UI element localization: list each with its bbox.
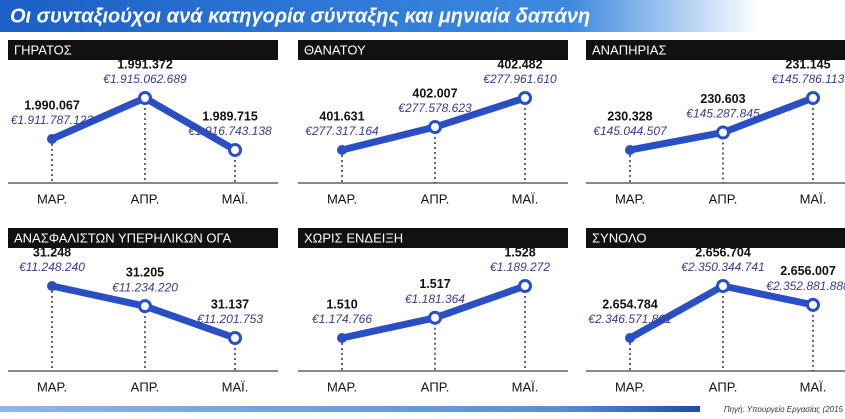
spending-label: €1.911.787.123	[11, 113, 94, 127]
panel-header	[586, 40, 845, 60]
point	[138, 91, 152, 105]
x-tick-label: ΜΑΪ.	[222, 379, 249, 394]
value-label: 1.517	[419, 277, 450, 291]
panel-header	[586, 228, 845, 248]
spending-label: €11.201.753	[197, 312, 263, 326]
point	[47, 281, 57, 291]
value-label: 2.654.784	[602, 297, 658, 311]
x-tick-label: ΑΠΡ.	[709, 191, 738, 206]
panel-title: ΣΥΝΟΛΟ	[592, 230, 647, 245]
spending-label: €277.961.610	[483, 72, 557, 86]
point	[625, 145, 635, 155]
spending-label: €1.189.272	[490, 260, 550, 274]
value-label: 31.248	[33, 245, 71, 259]
spending-label: €277.578.623	[398, 101, 472, 115]
point	[806, 297, 820, 312]
point	[337, 145, 347, 155]
value-label: 2.656.704	[695, 245, 751, 259]
point	[228, 331, 242, 345]
point	[518, 91, 532, 105]
value-label: 230.603	[700, 92, 745, 106]
x-tick-label: ΜΑΡ.	[37, 379, 67, 394]
x-tick-label: ΑΠΡ.	[709, 379, 738, 394]
x-tick-label: ΑΠΡ.	[421, 191, 450, 206]
spending-label: €1.915.062.689	[103, 72, 187, 86]
x-tick-label: ΜΑΡ.	[615, 379, 645, 394]
panel-header	[8, 40, 278, 60]
spending-label: €2.350.344.741	[681, 260, 764, 274]
value-label: 31.137	[211, 297, 249, 311]
panel-title: ΑΝΑΠΗΡΙΑΣ	[592, 42, 667, 57]
panel-title: ΑΝΑΣΦΑΛΙΣΤΩΝ ΥΠΕΡΗΛΙΚΩΝ ΟΓΑ	[14, 230, 232, 245]
panel-title: ΧΩΡΙΣ ΕΝΔΕΙΞΗ	[304, 230, 403, 245]
x-tick-label: ΜΑΪ.	[222, 191, 249, 206]
value-label: 1.989.715	[202, 109, 258, 123]
point	[337, 333, 347, 343]
panel-title: ΓΗΡΑΤΟΣ	[14, 42, 72, 57]
value-label: 402.007	[412, 86, 457, 100]
value-label: 401.631	[319, 109, 364, 123]
point	[716, 125, 730, 140]
spending-label: €1.916.743.138	[188, 124, 272, 138]
spending-label: €1.174.766	[312, 312, 372, 326]
point	[228, 143, 242, 157]
spending-label: €277.317.164	[305, 124, 379, 138]
panel-header	[8, 228, 278, 248]
spending-label: €145.786.113	[772, 72, 845, 86]
x-tick-label: ΜΑΪ.	[512, 379, 539, 394]
point	[138, 299, 152, 314]
x-tick-label: ΜΑΡ.	[37, 191, 67, 206]
panel-header	[298, 228, 568, 248]
spending-label: €11.234.220	[112, 280, 178, 294]
point	[716, 279, 730, 293]
value-label: 1.528	[504, 245, 535, 259]
footer-bar	[0, 406, 700, 412]
x-tick-label: ΜΑΪ.	[512, 191, 539, 206]
spending-label: €2.352.881.888	[766, 279, 845, 293]
x-tick-label: ΑΠΡ.	[131, 191, 160, 206]
x-tick-label: ΜΑΪ.	[800, 379, 827, 394]
point	[625, 333, 635, 343]
x-tick-label: ΑΠΡ.	[421, 379, 450, 394]
x-tick-label: ΑΠΡ.	[131, 379, 160, 394]
value-label: 231.145	[785, 57, 830, 71]
spending-label: €11.248.240	[19, 260, 85, 274]
value-label: 230.328	[607, 109, 652, 123]
x-tick-label: ΜΑΡ.	[615, 191, 645, 206]
x-tick-label: ΜΑΡ.	[327, 379, 357, 394]
point	[806, 91, 820, 105]
point	[47, 133, 57, 144]
title: Οι συνταξιούχοι ανά κατηγορία σύνταξης κ…	[10, 5, 590, 27]
value-label: 1.991.372	[117, 57, 173, 71]
point	[428, 310, 442, 325]
point	[518, 279, 532, 293]
value-label: 1.990.067	[24, 98, 80, 112]
value-label: 2.656.007	[780, 264, 836, 278]
value-label: 31.205	[126, 265, 164, 279]
x-tick-label: ΜΑΪ.	[800, 191, 827, 206]
panel-header	[298, 40, 568, 60]
title-bar	[0, 0, 760, 32]
spending-label: €1.181.364	[405, 292, 465, 306]
value-label: 1.510	[326, 297, 357, 311]
spending-label: €2.346.571.801	[588, 312, 671, 326]
point	[428, 120, 442, 135]
value-label: 402.482	[497, 57, 542, 71]
spending-label: €145.044.507	[593, 124, 668, 138]
spending-label: €145.287.845	[686, 107, 760, 121]
x-tick-label: ΜΑΡ.	[327, 191, 357, 206]
panel-title: ΘΑΝΑΤΟΥ	[304, 42, 366, 57]
source: Πηγή: Υπουργείο Εργασίας (2015	[724, 405, 844, 414]
